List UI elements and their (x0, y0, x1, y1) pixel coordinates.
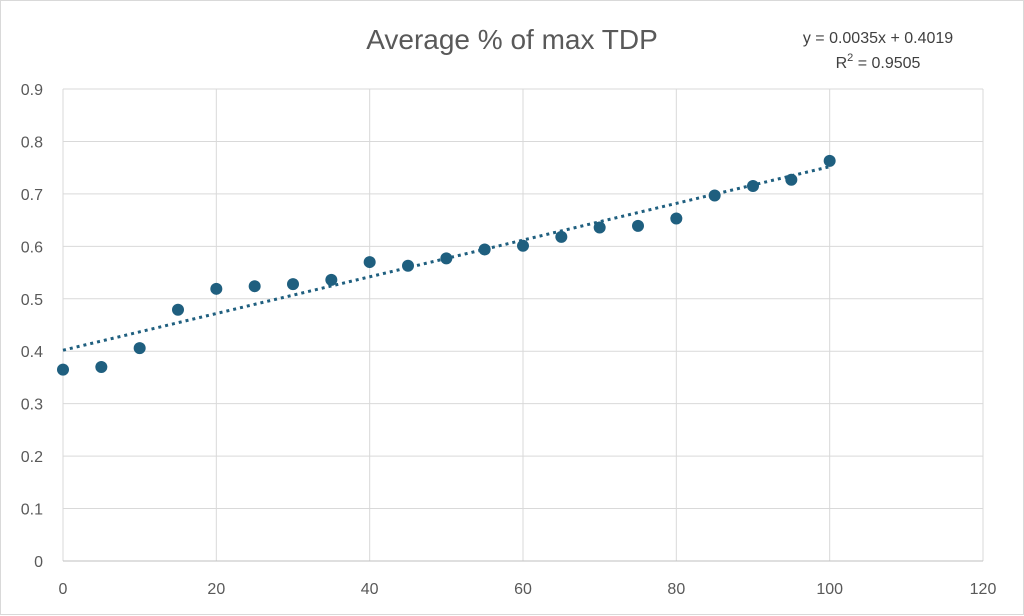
data-point (478, 243, 491, 256)
y-tick-label: 0.7 (21, 187, 43, 204)
y-tick-label: 0.9 (21, 82, 43, 99)
trendline-equation: y = 0.0035x + 0.4019 (803, 30, 953, 47)
data-point (440, 252, 453, 265)
x-tick-label: 0 (59, 581, 68, 598)
grid-lines (62, 88, 984, 562)
r-squared-value: = 0.9505 (853, 55, 920, 72)
y-axis-tick-labels: 0 0.1 0.2 0.3 0.4 0.5 0.6 0.7 0.8 0.9 (21, 82, 43, 571)
data-point (248, 280, 261, 293)
data-point (57, 363, 69, 376)
x-axis-tick-labels: 0 20 40 60 80 100 120 (59, 581, 997, 598)
y-tick-label: 0.3 (21, 397, 43, 414)
data-point (363, 256, 376, 269)
y-tick-label: 0.2 (21, 449, 43, 466)
x-tick-label: 20 (207, 581, 225, 598)
x-tick-label: 60 (514, 581, 532, 598)
data-point (172, 303, 184, 316)
y-tick-label: 0.5 (21, 292, 43, 309)
r-squared-label: R2 = 0.9505 (836, 52, 921, 72)
data-point (670, 212, 683, 225)
data-points (57, 154, 836, 376)
r-squared-prefix: R (836, 55, 848, 72)
data-point (747, 180, 759, 193)
y-tick-label: 0.6 (21, 239, 43, 256)
x-tick-label: 120 (970, 581, 997, 598)
data-point (785, 173, 798, 186)
y-tick-label: 0.8 (21, 134, 43, 151)
data-point (823, 154, 836, 167)
chart-title: Average % of max TDP (366, 24, 658, 55)
data-point (287, 278, 299, 291)
data-point (133, 342, 146, 355)
data-point (402, 259, 414, 272)
data-point (555, 230, 568, 243)
data-point (632, 219, 644, 232)
x-tick-label: 100 (816, 581, 843, 598)
data-point (95, 360, 108, 373)
y-tick-label: 0.1 (21, 502, 43, 519)
data-point (210, 282, 223, 295)
data-point (517, 239, 529, 252)
x-tick-label: 80 (667, 581, 685, 598)
x-tick-label: 40 (361, 581, 379, 598)
data-point (593, 221, 606, 234)
data-point (325, 273, 338, 286)
y-tick-label: 0.4 (21, 344, 43, 361)
y-tick-label: 0 (34, 554, 43, 571)
data-point (708, 189, 721, 202)
r-squared-superscript: 2 (847, 52, 853, 64)
